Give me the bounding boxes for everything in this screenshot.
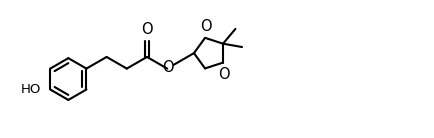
Text: O: O (218, 67, 230, 82)
Text: O: O (141, 22, 153, 37)
Text: O: O (163, 60, 174, 75)
Text: O: O (201, 19, 212, 34)
Text: HO: HO (21, 83, 41, 96)
